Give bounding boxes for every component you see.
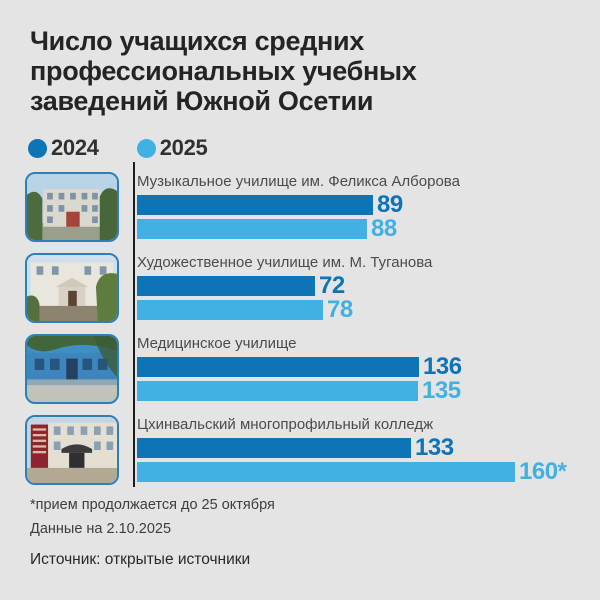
bar-value-2024: 133 <box>415 434 454 461</box>
college-photo-image <box>27 417 117 483</box>
institution-name: Художественное училище им. М. Туганова <box>137 254 433 271</box>
bar-2025 <box>137 381 418 401</box>
legend-item-2025: 2025 <box>136 135 208 161</box>
legend-label-2024: 2024 <box>51 135 99 160</box>
page-title: Число учащихся средних профессиональных … <box>30 26 575 116</box>
source-note: Источник: открытые источники <box>30 551 251 568</box>
legend-dot-2024-icon <box>28 138 47 158</box>
legend-dot-2025-icon <box>136 138 156 158</box>
table-row: Музыкальное училище им. Феликса Алборова… <box>0 172 600 242</box>
bar-row-2025: 160* <box>137 458 600 485</box>
bar-row-2024: 72 <box>137 272 600 299</box>
table-row: Художественное училище им. М. Туганова 7… <box>0 253 600 323</box>
row-content: Цхинвальский многопрофильный колледж 133… <box>137 415 600 485</box>
footnote-admission: *прием продолжается до 25 октября <box>30 497 275 513</box>
bar-value-2024: 72 <box>319 272 345 299</box>
institution-name: Цхинвальский многопрофильный колледж <box>137 416 434 433</box>
bar-2025 <box>137 462 515 482</box>
bar-row-2025: 78 <box>137 296 600 323</box>
college-photo <box>25 415 119 485</box>
art-school-photo-image <box>27 255 117 321</box>
axis-baseline <box>133 162 135 487</box>
institution-name: Музыкальное училище им. Феликса Алборова <box>137 173 460 190</box>
bar-row-2024: 136 <box>137 353 600 380</box>
bar-value-2025: 160* <box>519 458 567 485</box>
bar-2024 <box>137 276 315 296</box>
footnote-data-date: Данные на 2.10.2025 <box>30 521 172 537</box>
bar-2024 <box>137 195 373 215</box>
bar-row-2024: 133 <box>137 434 600 461</box>
footer: *прием продолжается до 25 октября Данные… <box>30 498 275 569</box>
medical-school-photo <box>25 334 119 404</box>
bar-2025 <box>137 219 367 239</box>
institution-name: Медицинское училище <box>137 335 297 352</box>
title-line-3: заведений Южной Осетии <box>30 86 374 116</box>
row-content: Медицинское училище 136 135 <box>137 334 600 404</box>
bar-row-2025: 88 <box>137 215 600 242</box>
bar-value-2025: 78 <box>327 296 353 323</box>
art-school-photo <box>25 253 119 323</box>
row-content: Музыкальное училище им. Феликса Алборова… <box>137 172 600 242</box>
bar-value-2025: 135 <box>422 377 461 404</box>
bar-2024 <box>137 357 419 377</box>
bar-row-2025: 135 <box>137 377 600 404</box>
music-school-photo-image <box>27 174 117 240</box>
legend: 2024 2025 <box>28 135 208 161</box>
bar-value-2024: 89 <box>377 191 403 218</box>
medical-school-photo-image <box>27 336 117 402</box>
bar-2025 <box>137 300 323 320</box>
bar-value-2025: 88 <box>371 215 397 242</box>
legend-item-2024: 2024 <box>28 135 99 161</box>
row-content: Художественное училище им. М. Туганова 7… <box>137 253 600 323</box>
bar-value-2024: 136 <box>423 353 462 380</box>
title-line-2: профессиональных учебных <box>30 56 417 86</box>
title-line-1: Число учащихся средних <box>30 26 365 56</box>
music-school-photo <box>25 172 119 242</box>
bar-row-2024: 89 <box>137 191 600 218</box>
table-row: Цхинвальский многопрофильный колледж 133… <box>0 415 600 485</box>
table-row: Медицинское училище 136 135 <box>0 334 600 404</box>
legend-label-2025: 2025 <box>159 135 208 160</box>
bar-chart: Музыкальное училище им. Феликса Алборова… <box>0 172 600 485</box>
bar-2024 <box>137 438 411 458</box>
